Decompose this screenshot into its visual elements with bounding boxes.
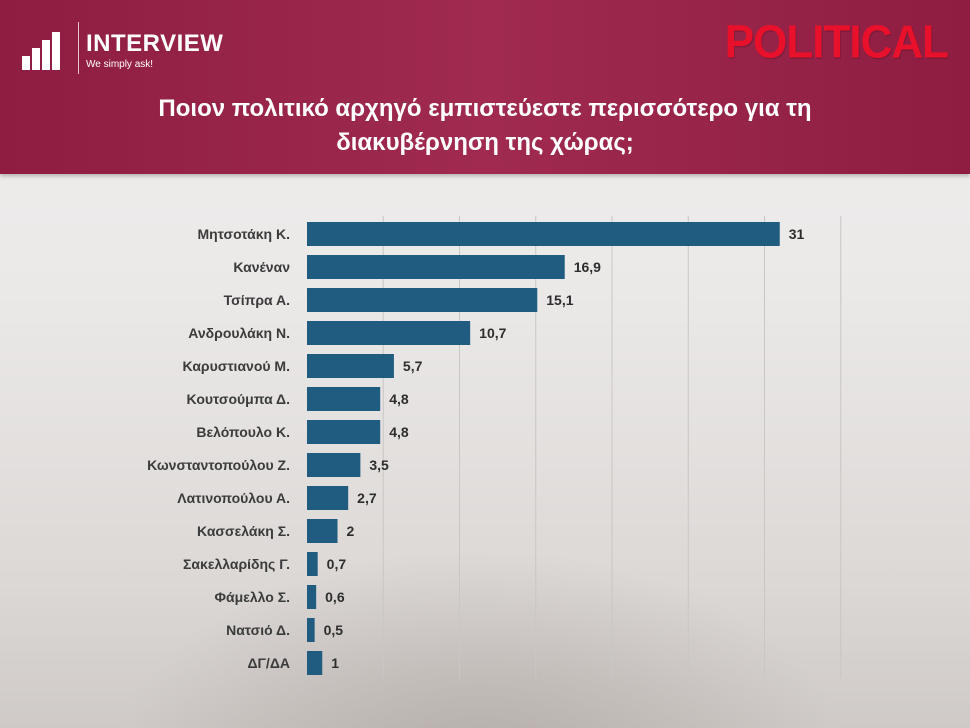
bar [307,420,381,444]
category-label: Κανέναν [233,259,290,275]
value-label: 4,8 [389,391,409,407]
logo-tagline: We simply ask! [86,59,154,70]
bar-chart-logo-icon [22,30,70,70]
category-label: Κωνσταντοπούλου Ζ. [147,457,290,473]
bar [307,618,315,642]
category-label: Λατινοπούλου Α. [177,490,290,506]
header-banner: INTERVIEW We simply ask! POLITICAL Ποιον… [0,0,970,174]
value-label: 31 [789,226,805,242]
bar [307,255,565,279]
category-label: Ανδρουλάκη Ν. [188,325,290,341]
value-label: 1 [331,655,339,671]
category-label: Νατσιό Δ. [226,622,290,638]
bar [307,387,381,411]
category-label: ΔΓ/ΔΑ [247,655,290,671]
bar [307,222,780,246]
bar [307,453,361,477]
bar [307,288,538,312]
logo-name: INTERVIEW [86,30,224,57]
bar [307,321,471,345]
category-label: Καρυστιανού Μ. [183,358,290,374]
category-label: Κουτσούμπα Δ. [187,391,290,407]
value-label: 10,7 [479,325,506,341]
bar [307,552,318,576]
bar [307,651,323,675]
value-label: 0,7 [327,556,347,572]
category-label: Σακελλαρίδης Γ. [183,556,290,572]
bar-chart-svg: Μητσοτάκη Κ. 31 Κανέναν 16,9 Τσίπρα Α. 15,1 Αν… [147,216,842,678]
value-label: 0,5 [324,622,344,638]
bar-chart: Μητσοτάκη Κ. 31 Κανέναν 16,9 Τσίπρα Α. 15,1 Αν… [0,180,970,728]
bar [307,519,338,543]
title-line-2: διακυβέρνηση της χώρας; [336,129,634,156]
value-label: 5,7 [403,358,423,374]
category-label: Φάμελλο Σ. [215,589,290,605]
title-line-1: Ποιον πολιτικό αρχηγό εμπιστεύεστε περισ… [158,95,812,122]
value-label: 2 [347,523,355,539]
value-label: 0,6 [325,589,345,605]
value-label: 2,7 [357,490,377,506]
category-label: Βελόπουλο Κ. [196,424,290,440]
value-label: 16,9 [574,259,601,275]
interview-logo: INTERVIEW We simply ask! [22,22,232,78]
logo-divider [78,22,79,74]
bar [307,486,349,510]
value-label: 3,5 [369,457,389,473]
value-label: 4,8 [389,424,409,440]
category-label: Κασσελάκη Σ. [197,523,290,539]
category-label: Μητσοτάκη Κ. [197,226,290,242]
bar [307,585,317,609]
bar [307,354,394,378]
value-label: 15,1 [546,292,573,308]
page-title: Ποιον πολιτικό αρχηγό εμπιστεύεστε περισ… [60,92,910,160]
political-brand: POLITICAL [724,16,949,69]
category-label: Τσίπρα Α. [224,292,290,308]
